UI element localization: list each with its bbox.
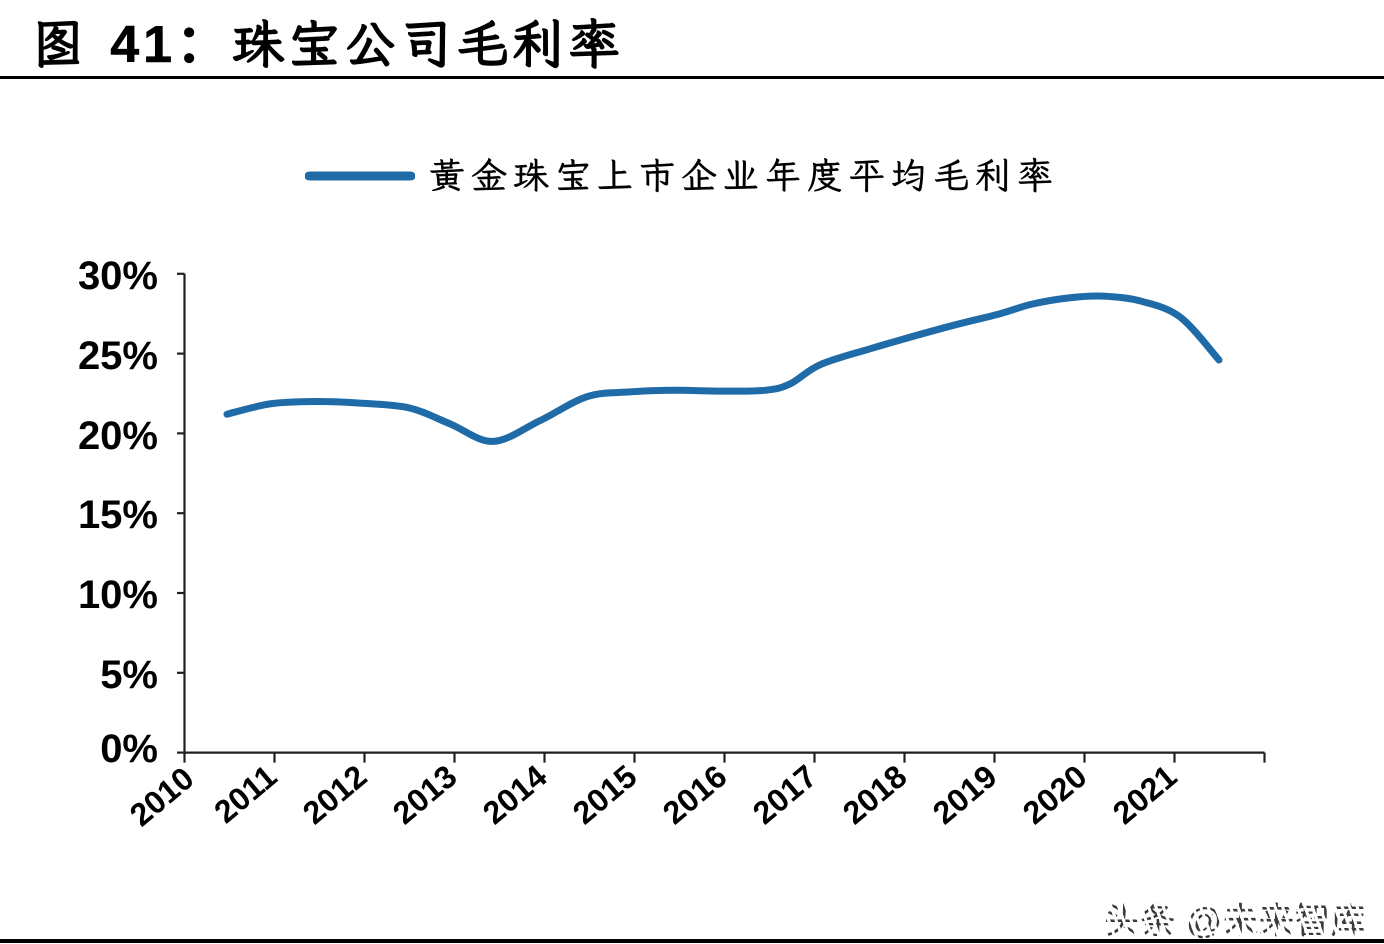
svg-text:2017: 2017 (746, 758, 824, 831)
svg-text:30%: 30% (78, 254, 158, 298)
svg-text:2011: 2011 (207, 758, 283, 830)
svg-text:2012: 2012 (296, 758, 374, 831)
svg-text:10%: 10% (78, 573, 158, 617)
svg-text:20%: 20% (78, 414, 158, 458)
svg-text:2015: 2015 (566, 758, 644, 831)
svg-text:2019: 2019 (926, 758, 1004, 831)
svg-text:0%: 0% (100, 727, 158, 771)
svg-text:2020: 2020 (1016, 758, 1094, 831)
svg-text:2013: 2013 (386, 758, 464, 831)
svg-text:25%: 25% (78, 334, 158, 378)
svg-text:2014: 2014 (476, 758, 554, 831)
svg-text:2016: 2016 (656, 758, 734, 831)
svg-text:2018: 2018 (836, 758, 914, 831)
svg-text:5%: 5% (100, 653, 158, 697)
svg-text:2021: 2021 (1106, 758, 1184, 831)
svg-text:15%: 15% (78, 493, 158, 537)
